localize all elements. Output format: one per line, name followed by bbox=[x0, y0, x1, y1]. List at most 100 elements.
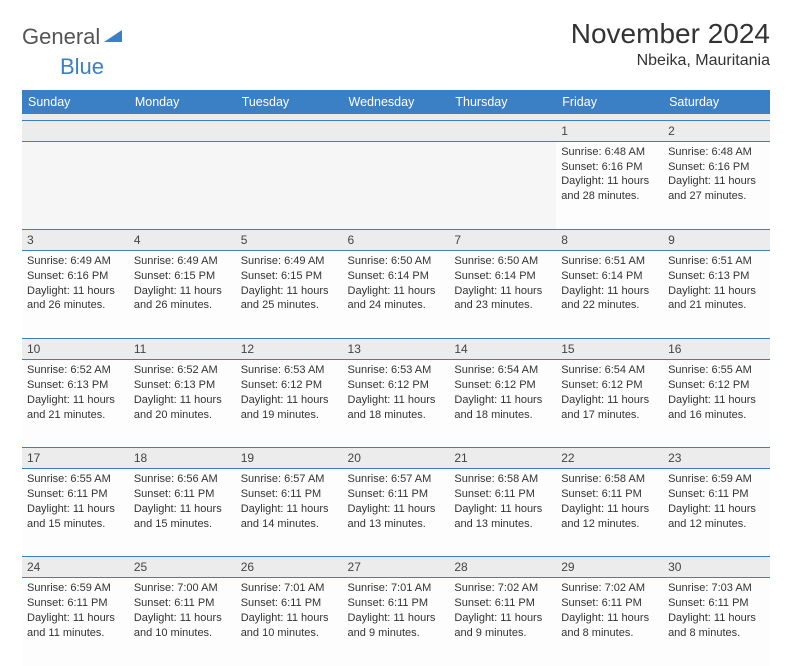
daylight-text: Daylight: 11 hours bbox=[561, 393, 658, 408]
daylight-text: Daylight: 11 hours bbox=[561, 284, 658, 299]
day-cell: Sunrise: 6:56 AMSunset: 6:11 PMDaylight:… bbox=[129, 469, 236, 557]
sunrise-text: Sunrise: 6:54 AM bbox=[561, 363, 658, 378]
daylight-text: and 10 minutes. bbox=[241, 626, 338, 641]
daylight-text: and 9 minutes. bbox=[348, 626, 445, 641]
sunrise-text: Sunrise: 7:02 AM bbox=[561, 581, 658, 596]
sunrise-text: Sunrise: 7:02 AM bbox=[454, 581, 551, 596]
sunrise-text: Sunrise: 7:03 AM bbox=[668, 581, 765, 596]
day-cell: Sunrise: 6:58 AMSunset: 6:11 PMDaylight:… bbox=[556, 469, 663, 557]
daylight-text: and 16 minutes. bbox=[668, 408, 765, 423]
daylight-text: and 18 minutes. bbox=[454, 408, 551, 423]
sunset-text: Sunset: 6:11 PM bbox=[561, 487, 658, 502]
day-content-row: Sunrise: 6:52 AMSunset: 6:13 PMDaylight:… bbox=[22, 360, 770, 448]
sunset-text: Sunset: 6:11 PM bbox=[27, 596, 124, 611]
day-cell: Sunrise: 6:50 AMSunset: 6:14 PMDaylight:… bbox=[449, 250, 556, 338]
sunrise-text: Sunrise: 6:59 AM bbox=[27, 581, 124, 596]
day-number: 9 bbox=[663, 229, 770, 250]
day-cell: Sunrise: 6:48 AMSunset: 6:16 PMDaylight:… bbox=[556, 141, 663, 229]
sunrise-text: Sunrise: 6:55 AM bbox=[27, 472, 124, 487]
day-number-row: 3456789 bbox=[22, 229, 770, 250]
day-cell: Sunrise: 6:59 AMSunset: 6:11 PMDaylight:… bbox=[22, 578, 129, 666]
sunrise-text: Sunrise: 6:48 AM bbox=[561, 145, 658, 160]
day-cell: Sunrise: 6:49 AMSunset: 6:16 PMDaylight:… bbox=[22, 250, 129, 338]
day-content-row: Sunrise: 6:55 AM Sunset: 6:11 PM Daylight:… bbox=[22, 469, 770, 557]
day-number: 24 bbox=[22, 557, 129, 578]
sunrise-text: Sunrise: 6:58 AM bbox=[454, 472, 551, 487]
day-number-row: 10111213141516 bbox=[22, 338, 770, 359]
day-number: 20 bbox=[343, 448, 450, 469]
day-cell bbox=[22, 141, 129, 229]
day-number: 6 bbox=[343, 229, 450, 250]
day-number: 18 bbox=[129, 448, 236, 469]
day-cell: Sunrise: 7:00 AMSunset: 6:11 PMDaylight:… bbox=[129, 578, 236, 666]
day-cell: Sunrise: 6:55 AMSunset: 6:11 PMDaylight:… bbox=[22, 469, 129, 557]
weekday-header: Wednesday bbox=[343, 90, 450, 114]
daylight-text: Daylight: 11 hours bbox=[134, 393, 231, 408]
daylight-text: Daylight: 11 hours bbox=[134, 284, 231, 299]
sunset-text: Sunset: 6:11 PM bbox=[241, 596, 338, 611]
day-number: 26 bbox=[236, 557, 343, 578]
sunset-text: Sunset: 6:16 PM bbox=[561, 160, 658, 175]
day-number bbox=[449, 120, 556, 141]
month-title: November 2024 bbox=[571, 18, 770, 50]
day-cell: Sunrise: 7:03 AMSunset: 6:11 PMDaylight:… bbox=[663, 578, 770, 666]
day-cell: Sunrise: 6:54 AMSunset: 6:12 PMDaylight:… bbox=[556, 360, 663, 448]
day-cell: Sunrise: 6:48 AMSunset: 6:16 PMDaylight:… bbox=[663, 141, 770, 229]
day-cell bbox=[129, 141, 236, 229]
daylight-text: and 19 minutes. bbox=[241, 408, 338, 423]
logo-text-blue: Blue bbox=[60, 54, 104, 79]
day-number: 22 bbox=[556, 448, 663, 469]
day-cell: Sunrise: 6:57 AMSunset: 6:11 PMDaylight:… bbox=[236, 469, 343, 557]
daylight-text: Daylight: 11 hours bbox=[668, 611, 765, 626]
sunrise-text: Sunrise: 6:50 AM bbox=[454, 254, 551, 269]
day-cell: Sunrise: 6:54 AMSunset: 6:12 PMDaylight:… bbox=[449, 360, 556, 448]
day-cell: Sunrise: 7:01 AMSunset: 6:11 PMDaylight:… bbox=[343, 578, 450, 666]
day-number: 23 bbox=[663, 448, 770, 469]
day-number: 15 bbox=[556, 338, 663, 359]
day-number: 11 bbox=[129, 338, 236, 359]
day-number: 3 bbox=[22, 229, 129, 250]
daylight-text: and 13 minutes. bbox=[454, 517, 551, 532]
day-number: 13 bbox=[343, 338, 450, 359]
day-cell bbox=[449, 141, 556, 229]
sunrise-text: Sunrise: 6:50 AM bbox=[348, 254, 445, 269]
daylight-text: and 12 minutes. bbox=[668, 517, 765, 532]
daylight-text: Daylight: 11 hours bbox=[27, 284, 124, 299]
sunrise-text: Sunrise: 6:56 AM bbox=[134, 472, 231, 487]
day-number: 7 bbox=[449, 229, 556, 250]
weekday-header: Tuesday bbox=[236, 90, 343, 114]
day-number: 5 bbox=[236, 229, 343, 250]
day-cell: Sunrise: 6:59 AMSunset: 6:11 PMDaylight:… bbox=[663, 469, 770, 557]
daylight-text: Daylight: 11 hours bbox=[454, 611, 551, 626]
day-number bbox=[343, 120, 450, 141]
sunset-text: Sunset: 6:13 PM bbox=[668, 269, 765, 284]
sunrise-text: Sunrise: 6:52 AM bbox=[134, 363, 231, 378]
sunrise-text: Sunrise: 6:57 AM bbox=[348, 472, 445, 487]
day-number: 17 bbox=[22, 448, 129, 469]
daylight-text: Daylight: 11 hours bbox=[134, 502, 231, 517]
day-cell: Sunrise: 6:49 AMSunset: 6:15 PMDaylight:… bbox=[236, 250, 343, 338]
location-label: Nbeika, Mauritania bbox=[571, 52, 770, 70]
day-number: 2 bbox=[663, 120, 770, 141]
day-content-row: Sunrise: 6:48 AMSunset: 6:16 PMDaylight:… bbox=[22, 141, 770, 229]
logo-text-general: General bbox=[22, 24, 100, 50]
day-number: 21 bbox=[449, 448, 556, 469]
day-cell: Sunrise: 6:52 AMSunset: 6:13 PMDaylight:… bbox=[129, 360, 236, 448]
day-number: 14 bbox=[449, 338, 556, 359]
daylight-text: and 24 minutes. bbox=[348, 298, 445, 313]
day-number bbox=[129, 120, 236, 141]
sunset-text: Sunset: 6:16 PM bbox=[668, 160, 765, 175]
day-number: 28 bbox=[449, 557, 556, 578]
sunset-text: Sunset: 6:11 PM bbox=[348, 596, 445, 611]
daylight-text: and 21 minutes. bbox=[27, 408, 124, 423]
day-content-row: Sunrise: 6:59 AMSunset: 6:11 PMDaylight:… bbox=[22, 578, 770, 666]
daylight-text: and 26 minutes. bbox=[134, 298, 231, 313]
daylight-text: Daylight: 11 hours bbox=[668, 502, 765, 517]
day-cell: Sunrise: 6:52 AMSunset: 6:13 PMDaylight:… bbox=[22, 360, 129, 448]
sunset-text: Sunset: 6:11 PM bbox=[454, 487, 551, 502]
sunrise-text: Sunrise: 7:00 AM bbox=[134, 581, 231, 596]
sunrise-text: Sunrise: 6:52 AM bbox=[27, 363, 124, 378]
daylight-text: and 8 minutes. bbox=[668, 626, 765, 641]
sunset-text: Sunset: 6:12 PM bbox=[241, 378, 338, 393]
sunset-text: Sunset: 6:11 PM bbox=[241, 487, 338, 502]
